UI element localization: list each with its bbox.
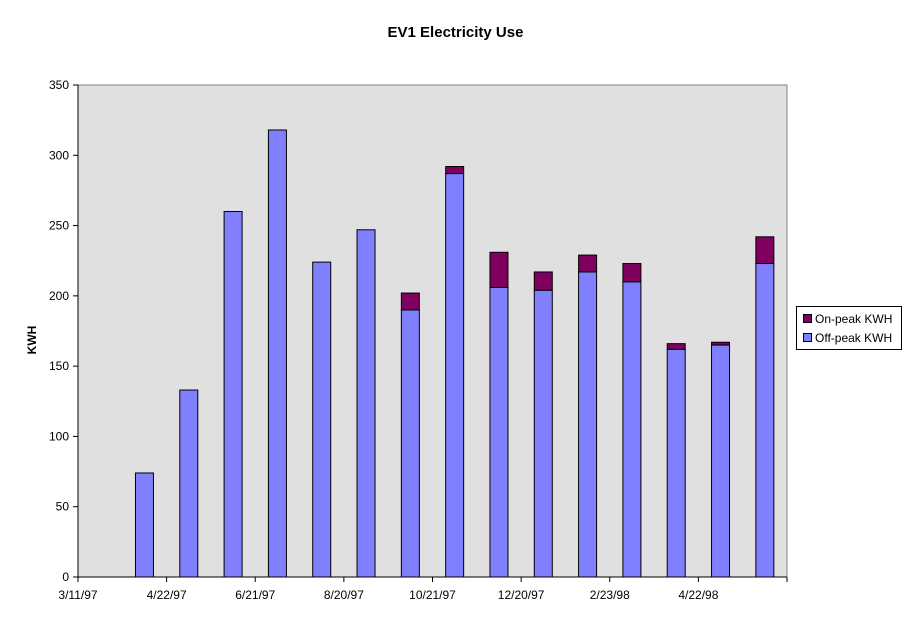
- legend: On-peak KWH Off-peak KWH: [796, 306, 902, 350]
- bar-off-peak: [312, 261, 332, 578]
- bar-on-peak: [400, 292, 420, 311]
- x-tick-label: 3/11/97: [58, 588, 97, 602]
- bar-off-peak: [578, 271, 598, 578]
- y-axis-title: KWH: [25, 326, 39, 355]
- y-tick-label: 0: [62, 570, 69, 584]
- bar-group: [134, 129, 775, 578]
- legend-label-off-peak: Off-peak KWH: [815, 331, 893, 345]
- bar-on-peak: [755, 236, 775, 265]
- y-tick-label: 100: [49, 429, 69, 443]
- bar-off-peak: [622, 281, 642, 578]
- bar-on-peak: [711, 341, 731, 346]
- chart-title: EV1 Electricity Use: [387, 24, 524, 41]
- x-tick-label: 4/22/98: [678, 588, 718, 602]
- legend-item-on-peak: On-peak KWH: [803, 311, 892, 327]
- bar-off-peak: [400, 309, 420, 578]
- bar-off-peak: [445, 173, 465, 578]
- bar-off-peak: [356, 229, 376, 578]
- x-tick-label: 8/20/97: [324, 588, 364, 602]
- bar-off-peak: [134, 472, 154, 578]
- bar-on-peak: [622, 263, 642, 283]
- y-tick-label: 350: [49, 78, 69, 92]
- x-tick-label: 4/22/97: [147, 588, 187, 602]
- bar-off-peak: [533, 289, 553, 578]
- bar-on-peak: [666, 343, 686, 350]
- x-tick-label: 12/20/97: [498, 588, 545, 602]
- legend-item-off-peak: Off-peak KWH: [803, 330, 892, 346]
- bar-on-peak: [445, 166, 465, 175]
- bar-off-peak: [223, 211, 243, 578]
- bar-off-peak: [267, 129, 287, 578]
- bar-on-peak: [489, 251, 509, 288]
- x-tick-label: 2/23/98: [590, 588, 630, 602]
- x-axis-ticks: 3/11/97 4/22/97 6/21/97 8/20/97 10/21/97 12/2…: [58, 576, 788, 602]
- bar-on-peak: [578, 254, 598, 273]
- y-tick-label: 200: [49, 289, 69, 303]
- legend-swatch-on-peak: [803, 314, 812, 324]
- bar-off-peak: [711, 344, 731, 578]
- bar-on-peak: [533, 271, 553, 291]
- y-axis-ticks: 0 50 100 150 200 250 300 350: [49, 78, 79, 584]
- legend-label-on-peak: On-peak KWH: [815, 312, 893, 326]
- x-tick-label: 6/21/97: [235, 588, 275, 602]
- legend-swatch-off-peak: [803, 333, 812, 343]
- bar-off-peak: [755, 263, 775, 578]
- bar-off-peak: [666, 348, 686, 578]
- y-tick-label: 250: [49, 219, 69, 233]
- y-tick-label: 300: [49, 148, 69, 162]
- bar-off-peak: [179, 389, 199, 578]
- y-tick-label: 150: [49, 359, 69, 373]
- y-tick-label: 50: [56, 500, 70, 514]
- x-tick-label: 10/21/97: [409, 588, 456, 602]
- bar-off-peak: [489, 286, 509, 578]
